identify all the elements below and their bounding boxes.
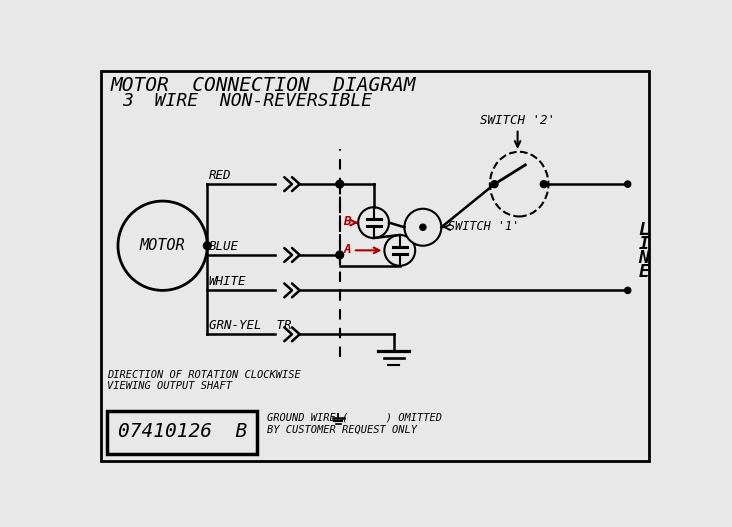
Text: WHITE: WHITE [209, 275, 247, 288]
Text: GRN-YEL  TR: GRN-YEL TR [209, 319, 291, 332]
Circle shape [491, 181, 498, 188]
Circle shape [384, 235, 415, 266]
Circle shape [336, 251, 343, 259]
Text: SWITCH '2': SWITCH '2' [480, 114, 555, 127]
Text: B: B [343, 216, 351, 228]
Text: N: N [638, 249, 649, 267]
Text: L: L [638, 221, 649, 239]
Text: BY CUSTOMER REQUEST ONLY: BY CUSTOMER REQUEST ONLY [267, 425, 417, 435]
Text: MOTOR: MOTOR [140, 238, 185, 253]
Text: 07410126  B: 07410126 B [118, 422, 247, 441]
Circle shape [540, 181, 548, 188]
Text: RED: RED [209, 169, 231, 182]
Circle shape [404, 209, 441, 246]
Circle shape [624, 287, 631, 294]
Circle shape [420, 224, 426, 230]
Ellipse shape [490, 152, 548, 217]
Text: BLUE: BLUE [209, 240, 239, 252]
Circle shape [118, 201, 207, 290]
Text: DIRECTION OF ROTATION CLOCKWISE: DIRECTION OF ROTATION CLOCKWISE [107, 370, 301, 380]
Circle shape [358, 207, 389, 238]
Circle shape [203, 242, 211, 250]
Circle shape [336, 180, 343, 188]
Text: A: A [343, 243, 351, 256]
Text: I: I [638, 235, 649, 253]
Text: VIEWING OUTPUT SHAFT: VIEWING OUTPUT SHAFT [107, 381, 232, 391]
Circle shape [624, 181, 631, 187]
Text: SWITCH '1': SWITCH '1' [447, 220, 519, 233]
Text: 3  WIRE  NON-REVERSIBLE: 3 WIRE NON-REVERSIBLE [122, 92, 373, 110]
Bar [107, 411, 258, 454]
Text: GROUND WIRE (      ) OMITTED: GROUND WIRE ( ) OMITTED [267, 413, 442, 423]
Text: E: E [638, 263, 649, 281]
Text: MOTOR  CONNECTION  DIAGRAM: MOTOR CONNECTION DIAGRAM [111, 76, 416, 95]
